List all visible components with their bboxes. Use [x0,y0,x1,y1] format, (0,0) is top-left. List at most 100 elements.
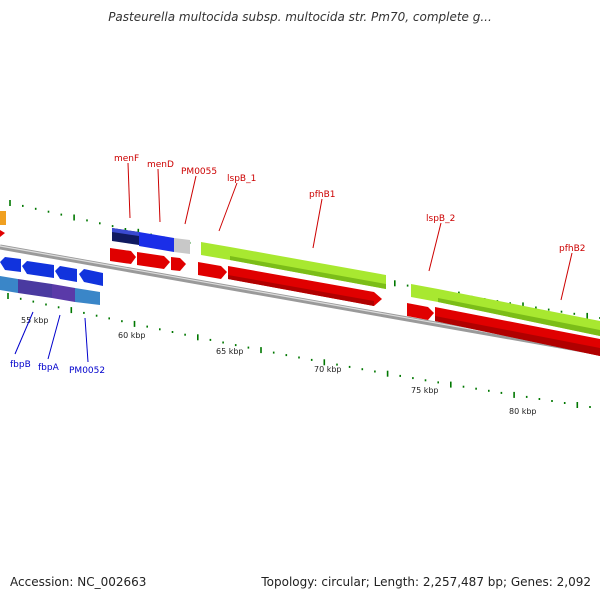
label-lspB_2: lspB_2 [426,214,455,224]
lower-tick-mark [399,374,401,377]
leader-menD [157,168,161,223]
gene-fbpA-bar [52,284,75,302]
tick-label-75: 75 kbp [411,386,439,395]
gene-fbpB-bar [18,279,52,298]
leader-fbpB [14,311,34,355]
arrow-lspB_1 [198,262,227,279]
lower-tick-mark [298,356,300,359]
leader-PM0052 [84,317,89,363]
arrow-pfhB2-shade [435,316,600,356]
arrow-PM0055 [171,257,186,271]
upper-tick-mark [137,228,140,235]
upper-tick-mark [111,225,114,228]
lower-tick-mark [437,381,439,384]
arrow-left-2 [22,261,54,278]
label-menD: menD [147,160,174,170]
lower-tick-mark [488,389,490,392]
map-title: Pasteurella multocida subsp. multocida s… [108,10,492,24]
arrow-left-1 [0,257,21,272]
gene-bar-left-edge [0,276,18,293]
lower-tick-mark [576,402,579,408]
leader-menF [127,162,131,219]
upper-tick-mark [522,302,524,309]
lower-tick-mark [500,391,503,394]
footer-summary: Topology: circular; Length: 2,257,487 bp… [261,575,591,589]
label-PM0055: PM0055 [181,167,217,177]
lower-tick-mark [386,370,389,377]
gene-menD-bar [139,232,174,252]
tick-label-80: 80 kbp [509,407,537,416]
lower-tick-mark [310,358,313,361]
upper-tick-mark [406,284,409,287]
lower-tick-mark [32,300,35,303]
upper-tick-mark [586,312,588,319]
lower-tick-mark [83,311,85,314]
label-fbpB: fbpB [10,360,31,370]
arrow-menF [110,248,136,264]
upper-tick-mark [34,207,37,210]
leader-lspB_2 [428,222,442,272]
lower-tick-mark [412,377,414,380]
upper-tick-mark [99,222,101,225]
label-fbpA: fbpA [38,363,60,373]
leader-lspB_1 [218,182,238,232]
lower-tick-mark [209,338,212,341]
upper-tick-mark [73,214,75,221]
lower-tick-mark [323,359,326,366]
upper-tick-mark [9,200,11,206]
upper-tick-mark [535,306,537,309]
label-PM0052: PM0052 [69,366,105,376]
gene-pfhB2-bar-shade [438,298,600,336]
lower-tick-mark [95,314,98,317]
gene-PM0052-bar [75,288,100,305]
tick-label-65: 65 kbp [216,347,244,356]
lower-tick-mark [108,317,110,320]
lower-tick-mark [361,368,364,371]
gene-menF-bar-top [112,228,139,236]
red-arrow-fragment [0,230,5,237]
lower-tick-mark [19,297,22,300]
upper-tick-mark [86,219,88,222]
leader-PM0055 [184,175,197,225]
gene-PM0055-bar [174,238,190,254]
lower-tick-mark [159,328,161,331]
lower-tick-mark [57,306,60,309]
upper-tick-mark [394,280,396,287]
genome-backbone [0,244,600,356]
lower-tick-mark [247,346,250,349]
upper-tick-mark [573,312,576,315]
lower-tick-mark [589,406,591,408]
upper-tick-mark [60,213,63,216]
lower-tick-mark [374,370,376,373]
lower-tick-mark [348,365,351,368]
leader-fbpA [47,314,61,360]
leader-pfhB1 [312,198,323,249]
tick-label-60: 60 kbp [118,331,146,340]
lower-tick-mark [234,344,237,347]
lower-tick-mark [551,400,553,402]
arrow-left-3 [55,266,77,282]
lower-tick-mark [285,354,288,357]
lower-tick-mark [7,293,9,299]
lower-tick-mark [45,303,47,306]
arrow-lspB_2 [407,303,434,320]
lower-tick-mark [424,379,427,382]
lower-tick-mark [222,341,224,344]
upper-tick-mark [560,310,563,313]
lower-tick-mark [70,307,73,314]
tick-label-55: 55 kbp [21,316,49,325]
label-pfhB1: pfhB1 [309,190,336,200]
gene-pfhB1-bar-shade [230,256,386,289]
gene-lspB_1-bar [201,242,230,260]
lower-tick-mark [538,398,541,400]
upper-tick-mark [547,308,550,311]
upper-tick-mark [47,210,50,213]
lower-tick-mark [563,402,566,404]
tick-label-70: 70 kbp [314,365,342,374]
arrow-menD [137,252,170,269]
footer-accession: Accession: NC_002663 [10,575,147,589]
lower-tick-mark [513,391,515,398]
label-pfhB2: pfhB2 [559,244,586,254]
gene-lspB_2-bar [411,284,438,302]
